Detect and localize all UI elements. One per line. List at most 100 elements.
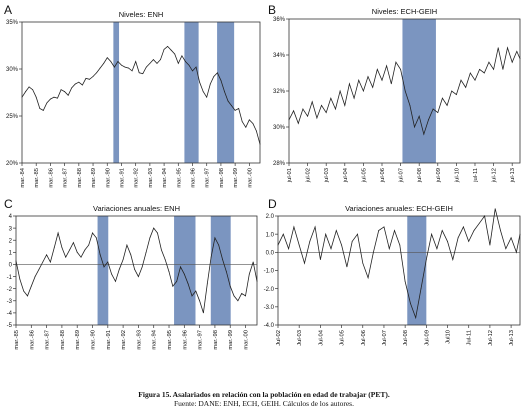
x-tick-label: mar.-84 xyxy=(20,167,26,187)
chart-panel-d: -4.0 -3.0 -2.0 -1.0 0.0 1.0 2.0 Jul-02 Jul-03 Jul… xyxy=(264,197,521,346)
chart-panel-c: -5 -4 -3 -2 -1 0 1 2 3 4 mar.-85 mar.-86 mar.-87 mar.… xyxy=(4,197,258,350)
plot-frame xyxy=(21,21,261,164)
data-point xyxy=(330,248,332,250)
x-tick-label: mar.-98 xyxy=(213,330,219,350)
chart-panel-b: 28% 30% 32% 34% 36% jul-01 jul-02 jul-03 jul-04 j… xyxy=(268,3,521,183)
data-point xyxy=(32,89,34,91)
data-point xyxy=(241,121,243,123)
data-point xyxy=(170,49,172,51)
data-point xyxy=(372,87,374,88)
y-tick-label: -1 xyxy=(7,275,13,281)
data-point xyxy=(157,232,158,234)
y-tick-label: 30% xyxy=(273,125,286,131)
data-point xyxy=(428,119,429,121)
data-point xyxy=(502,69,504,70)
data-point xyxy=(80,256,82,258)
shaded-period xyxy=(174,216,196,325)
shaded-period xyxy=(113,22,120,163)
data-point xyxy=(425,259,427,260)
data-point xyxy=(234,109,236,111)
data-point xyxy=(117,61,119,62)
plot-frame xyxy=(15,215,258,326)
data-point xyxy=(437,112,439,113)
data-point xyxy=(277,244,279,246)
x-tick-label: jul-13 xyxy=(510,168,516,183)
data-point xyxy=(115,281,116,282)
x-tick-label: mar.-96 xyxy=(191,168,197,188)
data-point xyxy=(245,126,247,128)
data-point xyxy=(130,254,132,256)
data-point xyxy=(34,276,36,277)
data-point xyxy=(436,248,438,250)
y-tick-label: 30% xyxy=(6,67,19,73)
data-point xyxy=(25,91,26,92)
data-point xyxy=(160,59,161,60)
data-point xyxy=(386,65,388,67)
data-point xyxy=(172,285,174,287)
data-point xyxy=(351,241,353,242)
x-tick-label: mar.-85 xyxy=(14,330,20,350)
x-tick-label: Jul10 xyxy=(446,330,452,344)
data-point xyxy=(88,244,90,246)
x-tick-label: mar.-87 xyxy=(63,168,69,188)
data-point xyxy=(344,105,346,106)
x-tick-label: mar.-96 xyxy=(182,330,188,350)
x-tick-label: jul-08 xyxy=(417,168,423,183)
data-point xyxy=(314,226,316,228)
y-tick-label: 0 xyxy=(9,263,13,269)
data-point xyxy=(30,285,32,287)
data-point xyxy=(78,81,80,83)
x-tick-label: Jul-05 xyxy=(340,330,346,346)
data-point xyxy=(489,244,491,246)
x-tick-label: jul-02 xyxy=(306,168,312,183)
data-point xyxy=(358,79,360,81)
data-point xyxy=(209,83,211,85)
data-point xyxy=(111,273,113,275)
y-tick-label: -3.0 xyxy=(264,305,275,311)
data-point xyxy=(293,110,295,112)
data-point xyxy=(167,46,169,47)
chart-title: Variaciones anuales: ENH xyxy=(93,204,180,213)
figure-source: Fuente: DANE: ENH, ECH, GEIH. Cálculos d… xyxy=(174,399,354,408)
x-tick-label: mar.-93 xyxy=(148,168,154,188)
data-point xyxy=(297,123,299,124)
shaded-period xyxy=(402,19,436,163)
data-point xyxy=(76,251,78,253)
data-point xyxy=(103,266,105,268)
data-point xyxy=(61,247,63,248)
panel-letter: B xyxy=(268,3,276,17)
data-point xyxy=(404,90,406,92)
data-point xyxy=(202,91,204,92)
data-point xyxy=(478,222,480,224)
data-point xyxy=(27,295,28,297)
plot-frame xyxy=(277,215,521,326)
y-tick-label: 2 xyxy=(9,238,13,244)
data-point xyxy=(298,244,300,246)
data-point xyxy=(164,259,166,260)
data-point xyxy=(156,62,158,64)
x-tick-label: Jul-12 xyxy=(488,330,494,346)
data-point xyxy=(50,261,51,263)
data-point xyxy=(113,66,115,68)
data-point xyxy=(141,266,143,268)
data-point xyxy=(493,69,494,70)
data-point xyxy=(321,105,322,106)
data-point xyxy=(395,61,397,63)
data-point xyxy=(181,55,183,57)
x-tick-label: mar.-91 xyxy=(106,330,112,350)
data-point xyxy=(441,230,443,231)
data-point xyxy=(99,67,101,69)
x-tick-label: mar.-86 xyxy=(29,330,35,350)
data-point xyxy=(309,241,311,242)
data-point xyxy=(176,281,178,282)
data-point xyxy=(388,248,390,250)
y-tick-label: -4.0 xyxy=(264,323,275,329)
data-point xyxy=(229,285,231,287)
data-point xyxy=(357,233,358,235)
y-tick-label: -3 xyxy=(7,299,13,305)
data-point xyxy=(149,237,151,239)
x-tick-label: mar.-90 xyxy=(105,168,111,188)
x-tick-label: mar.-89 xyxy=(75,330,81,350)
x-tick-label: Jul-09 xyxy=(424,330,430,346)
data-point xyxy=(53,96,55,98)
